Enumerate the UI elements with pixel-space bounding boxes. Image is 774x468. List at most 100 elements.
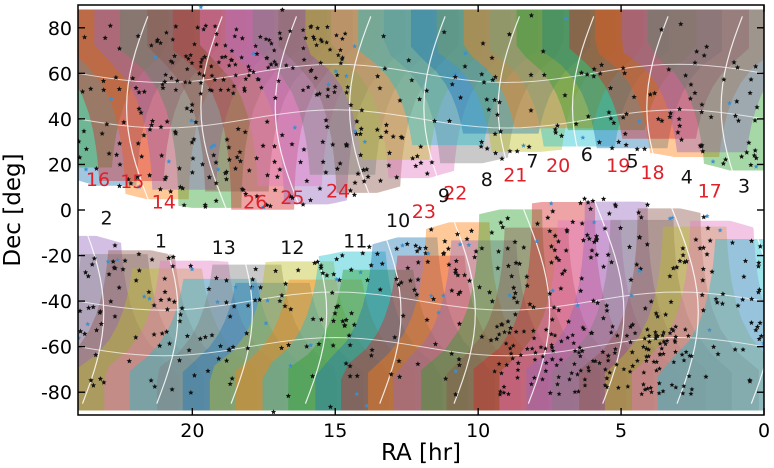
star-marker (163, 72, 169, 77)
star-marker (343, 360, 349, 366)
star-marker (254, 155, 260, 161)
star-marker (578, 70, 585, 75)
star-marker (567, 376, 572, 382)
star-marker (162, 79, 168, 84)
star-marker (598, 62, 605, 68)
star-marker (647, 91, 653, 97)
star-marker (753, 155, 759, 161)
star-marker (313, 75, 319, 80)
star-marker (615, 385, 621, 390)
star-marker (225, 87, 231, 92)
star-marker (417, 96, 423, 102)
star-marker (245, 345, 251, 351)
star-marker (614, 362, 620, 367)
star-marker (607, 370, 613, 375)
star-marker (329, 290, 335, 295)
star-marker (663, 311, 669, 317)
star-marker (507, 148, 513, 154)
star-marker (324, 272, 330, 278)
star-marker (653, 332, 659, 338)
star-marker (273, 268, 279, 274)
x-tick-label: 20 (180, 420, 204, 442)
star-marker (592, 358, 598, 364)
star-marker (188, 389, 194, 395)
star-marker (90, 382, 97, 388)
star-marker (353, 131, 360, 137)
star-marker (667, 330, 673, 336)
star-marker (612, 346, 618, 352)
star-marker (452, 269, 459, 275)
star-marker (573, 121, 579, 127)
star-marker (671, 359, 677, 365)
star-marker (655, 116, 661, 122)
star-marker (332, 89, 337, 95)
star-marker (177, 184, 183, 190)
star-marker (449, 350, 455, 356)
star-marker (597, 360, 602, 366)
star-marker (749, 296, 755, 302)
star-marker (754, 324, 761, 330)
star-marker (335, 303, 341, 309)
star-marker-blue (292, 125, 298, 130)
star-marker-blue (211, 142, 217, 148)
star-marker (368, 352, 375, 358)
star-marker (700, 148, 706, 154)
star-marker (591, 239, 597, 245)
star-marker (234, 154, 240, 160)
star-marker (688, 391, 694, 396)
south-sector-patch (78, 235, 179, 411)
star-marker (489, 55, 495, 61)
star-marker (549, 356, 555, 362)
star-marker (719, 300, 726, 306)
star-marker (545, 215, 551, 220)
star-marker (397, 374, 403, 380)
star-marker (602, 382, 608, 388)
star-marker (751, 152, 757, 158)
star-marker (677, 258, 683, 264)
star-marker (709, 269, 715, 274)
star-marker (78, 308, 83, 314)
star-marker (556, 391, 562, 397)
star-marker (386, 150, 393, 156)
star-marker (297, 159, 304, 165)
star-marker (562, 92, 568, 98)
star-marker (600, 315, 607, 321)
star-marker (515, 375, 520, 380)
star-marker (512, 311, 519, 317)
star-marker (606, 210, 612, 216)
star-marker (609, 145, 615, 151)
star-marker (246, 63, 251, 69)
star-marker (415, 361, 421, 367)
star-marker-blue (288, 363, 293, 368)
star-marker (530, 328, 536, 333)
star-marker (260, 143, 266, 149)
star-marker-blue (250, 285, 255, 291)
star-marker (630, 363, 636, 369)
star-marker (628, 323, 634, 329)
star-marker (164, 306, 171, 312)
star-marker (556, 257, 562, 263)
south-sector-patch (657, 238, 764, 411)
star-marker (735, 117, 742, 123)
star-marker (579, 275, 585, 281)
star-marker (206, 286, 212, 292)
star-marker (637, 234, 643, 240)
star-marker (479, 333, 485, 339)
star-marker (246, 72, 252, 78)
star-marker (184, 66, 190, 72)
star-marker (559, 271, 565, 276)
star-marker (282, 303, 288, 309)
star-marker (226, 347, 232, 353)
star-marker (205, 368, 211, 374)
star-marker (734, 98, 740, 104)
south-sector-patch (78, 268, 257, 411)
star-marker (495, 265, 501, 271)
star-marker (577, 200, 584, 206)
star-marker (455, 291, 462, 297)
star-marker (534, 220, 541, 226)
star-marker (396, 281, 402, 287)
grid-curve (78, 208, 105, 404)
star-marker (289, 141, 295, 147)
star-marker (407, 277, 414, 283)
star-marker (382, 65, 388, 71)
